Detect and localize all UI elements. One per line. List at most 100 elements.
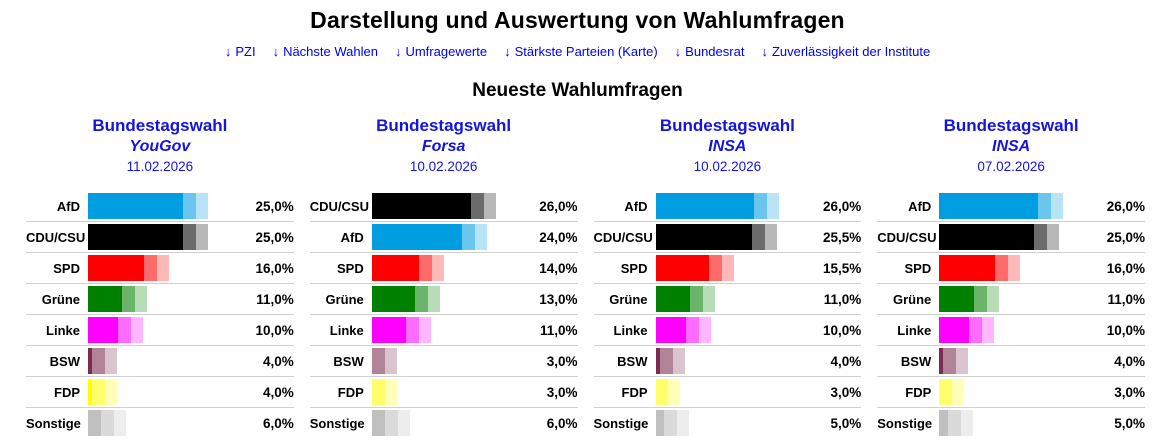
chart-institute-link[interactable]: INSA — [708, 138, 747, 155]
party-bar — [655, 193, 768, 219]
chart-institute-link[interactable]: YouGov — [129, 138, 191, 155]
bar-change-tip-outer — [431, 255, 444, 281]
party-bar — [371, 410, 398, 436]
bar-change-tip-outer — [135, 286, 148, 312]
bar-change-tip-outer — [698, 317, 711, 343]
bar-change-tip-outer — [956, 348, 969, 374]
party-value: 11,0% — [256, 291, 294, 307]
bar-change-tip-inner — [414, 286, 428, 312]
bar-change-tip-outer — [702, 286, 715, 312]
nav-link-st-rkste-parteien-karte-[interactable]: ↓ Stärkste Parteien (Karte) — [504, 44, 658, 59]
bar-change-tip-inner — [947, 410, 961, 436]
nav-link-label: Bundesrat — [685, 44, 745, 59]
bar-cell — [371, 410, 522, 436]
party-bar — [88, 193, 196, 219]
party-row: CDU/CSU 25,0% — [877, 221, 1145, 252]
bar-cell — [371, 286, 522, 312]
bar-change-tip-outer — [113, 410, 126, 436]
party-label: Sonstige — [593, 415, 649, 431]
party-value: 4,0% — [262, 384, 294, 400]
party-bar — [88, 410, 114, 436]
party-bar — [939, 286, 987, 312]
party-row: Linke 10,0% — [877, 314, 1145, 345]
bar-change-tip-inner — [655, 379, 669, 405]
party-bar — [371, 317, 420, 343]
bar-cell — [88, 224, 238, 250]
bar-change-tip-inner — [406, 317, 420, 343]
nav-link-label: Zuverlässigkeit der Institute — [771, 44, 931, 59]
party-row: FDP 3,0% — [593, 376, 862, 407]
nav-link-n-chste-wahlen[interactable]: ↓ Nächste Wahlen — [273, 44, 378, 59]
chart-date: 07.02.2026 — [977, 159, 1045, 174]
party-row: FDP 4,0% — [26, 376, 294, 407]
chart-title-link[interactable]: Bundestagswahl — [92, 116, 228, 135]
bar-cell — [371, 317, 522, 343]
party-label: Sonstige — [309, 415, 365, 431]
bar-change-tip-outer — [156, 255, 169, 281]
party-value: 11,0% — [539, 322, 578, 338]
poll-chart: Bundestagswahl YouGov 11.02.2026 AfD 25,0% CD… — [26, 115, 294, 438]
party-row: AfD 26,0% — [877, 191, 1145, 221]
bar-cell — [655, 193, 806, 219]
bar-cell — [939, 348, 1089, 374]
nav-link-umfragewerte[interactable]: ↓ Umfragewerte — [395, 44, 487, 59]
bar-change-tip-inner — [995, 255, 1009, 281]
bar-change-tip-outer — [982, 317, 995, 343]
party-bar — [88, 317, 131, 343]
chart-institute-link[interactable]: INSA — [992, 138, 1031, 155]
bar-change-tip-inner — [92, 348, 106, 374]
party-value: 25,0% — [255, 198, 294, 214]
party-row: Grüne 11,0% — [593, 283, 862, 314]
bar-change-tip-outer — [767, 193, 780, 219]
party-bar — [939, 348, 957, 374]
party-value: 6,0% — [546, 415, 578, 431]
party-row: BSW 4,0% — [26, 345, 294, 376]
bar-change-tip-inner — [685, 317, 699, 343]
bar-change-tip-inner — [969, 317, 983, 343]
party-value: 4,0% — [830, 353, 862, 369]
party-label: SPD — [620, 260, 648, 276]
party-label: AfD — [56, 198, 80, 214]
party-bar — [655, 379, 669, 405]
bar-change-tip-outer — [722, 255, 735, 281]
chart-title-link[interactable]: Bundestagswahl — [943, 116, 1079, 135]
chart-rows: AfD 25,0% CDU/CSU 25,0% SPD 16,0% Grüne 11,0% Li… — [26, 191, 294, 438]
down-arrow-icon: ↓ — [674, 44, 682, 59]
chart-title-link[interactable]: Bundestagswahl — [659, 116, 795, 135]
poll-chart: Bundestagswahl INSA 07.02.2026 AfD 26,0% CDU/… — [877, 115, 1145, 438]
chart-institute-link[interactable]: Forsa — [421, 138, 466, 155]
party-value: 26,0% — [1106, 198, 1145, 214]
bar-change-tip-outer — [384, 348, 397, 374]
nav-link-zuverl-ssigkeit-der-institute[interactable]: ↓ Zuverlässigkeit der Institute — [761, 44, 930, 59]
chart-title-link[interactable]: Bundestagswahl — [376, 116, 512, 135]
party-value: 14,0% — [539, 260, 578, 276]
party-row: FDP 3,0% — [309, 376, 578, 407]
nav-link-label: Nächste Wahlen — [283, 44, 378, 59]
bar-cell — [371, 348, 522, 374]
party-label: Sonstige — [26, 415, 81, 431]
party-row: CDU/CSU 26,0% — [310, 191, 578, 221]
party-label: Grüne — [892, 291, 932, 307]
bar-cell — [939, 379, 1089, 405]
party-bar — [655, 224, 766, 250]
party-label: Linke — [613, 322, 648, 338]
party-row: BSW 3,0% — [309, 345, 578, 376]
party-bar — [371, 193, 484, 219]
chart-header: Bundestagswahl Forsa 10.02.2026 — [310, 115, 578, 176]
nav-link-pzi[interactable]: ↓ PZI — [225, 44, 256, 59]
party-row: FDP 3,0% — [877, 376, 1145, 407]
bar-cell — [655, 224, 806, 250]
party-value: 6,0% — [262, 415, 294, 431]
party-label: CDU/CSU — [593, 229, 653, 245]
party-row: Linke 10,0% — [26, 314, 294, 345]
bar-change-tip-outer — [384, 379, 397, 405]
party-bar — [88, 286, 136, 312]
bar-cell — [88, 348, 238, 374]
bar-cell — [88, 193, 238, 219]
bar-cell — [939, 224, 1089, 250]
party-label: SPD — [337, 260, 364, 276]
party-bar — [655, 317, 699, 343]
down-arrow-icon: ↓ — [761, 44, 768, 59]
bar-change-tip-inner — [752, 224, 766, 250]
nav-link-bundesrat[interactable]: ↓ Bundesrat — [675, 44, 745, 59]
